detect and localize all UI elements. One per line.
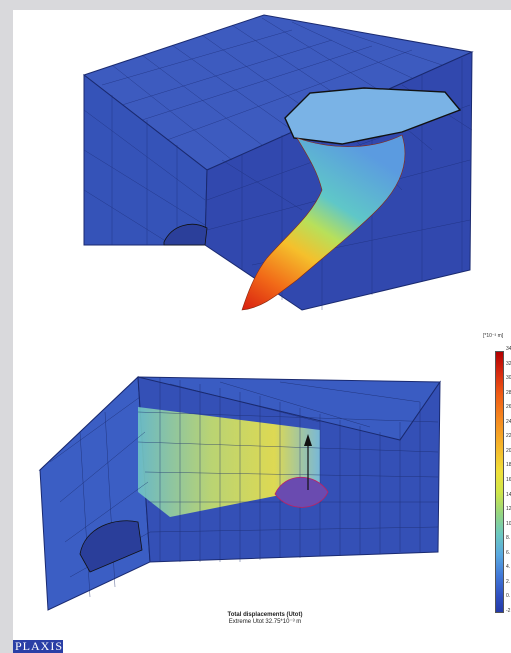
color-legend: [*10⁻³ m] 34 32 30 28 26 24 22 20 18 16 14 12 10 8. 6.… (480, 333, 511, 618)
legend-tick-label: 12 (506, 506, 511, 513)
legend-tick-label: 4. (506, 564, 511, 571)
legend-tick-label: 8. (506, 535, 511, 542)
legend-tick-label: 16 (506, 477, 511, 483)
mesh-lines (49, 377, 439, 598)
legend-tick-label: 10 (506, 520, 511, 527)
legend-tick-label: 2. (506, 578, 511, 585)
legend-tick-label: -2 (506, 608, 511, 614)
displacement-zone (138, 407, 320, 517)
legend-tick-label: 0. (506, 593, 511, 600)
caption-extreme-value: Extreme Utot 32.75*10⁻³ m (228, 619, 302, 625)
plaxis-logo: PLAXIS (13, 640, 63, 653)
front-face (39, 375, 151, 611)
legend-tick-label: 26 (506, 404, 511, 411)
legend-tick-label: 32 (506, 360, 511, 367)
tunnel-opening (79, 520, 143, 573)
legend-tick-label: 22 (506, 433, 511, 440)
plot-caption: Total displacements (Utot) Extreme Utot … (180, 612, 350, 625)
legend-tick-label: 24 (506, 418, 511, 425)
surface-settlement-outline (284, 87, 462, 145)
tunnel-face (274, 476, 329, 508)
top-3d-model-render (82, 14, 474, 311)
legend-tick-label: 20 (506, 447, 511, 454)
tunnel-opening (163, 224, 208, 246)
legend-unit: [*10⁻³ m] (483, 333, 504, 339)
legend-tick-label: 28 (506, 389, 511, 396)
legend-tick-label: 18 (506, 462, 511, 469)
legend-tick-label: 34 (506, 346, 511, 352)
legend-color-bar (495, 351, 504, 613)
legend-tick-label: 30 (506, 375, 511, 382)
caption-title: Total displacements (Utot) (227, 612, 303, 618)
displacement-plume (241, 134, 406, 311)
bottom-3d-model-render (38, 375, 441, 611)
legend-tick-label: 6. (506, 549, 511, 556)
legend-tick-label: 14 (506, 491, 511, 498)
